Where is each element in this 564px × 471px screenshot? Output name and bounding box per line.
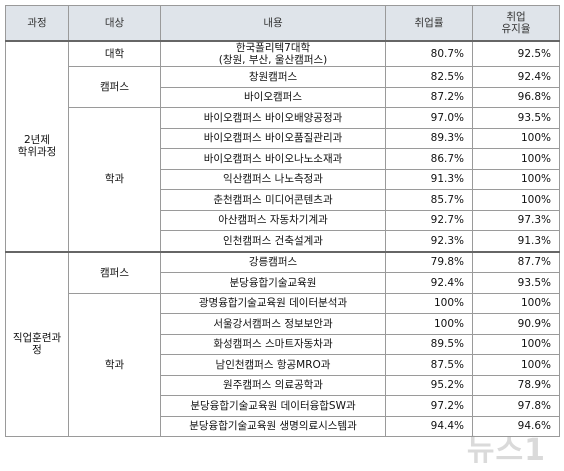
retention-rate: 93.5% bbox=[472, 272, 560, 294]
employment-rate: 100% bbox=[385, 292, 473, 314]
table-row: 화성캠퍼스 스마트자동차과 89.5% 100% bbox=[6, 333, 560, 355]
content-cell: 바이오캠퍼스 바이오배양공정과 bbox=[160, 107, 386, 129]
retention-rate: 94.6% bbox=[472, 415, 560, 437]
watermark: 뉴스1 bbox=[466, 433, 546, 468]
target-cell: 캠퍼스 bbox=[68, 66, 161, 108]
content-cell: 익산캠퍼스 나노측정과 bbox=[160, 168, 386, 190]
retention-rate: 87.7% bbox=[472, 250, 560, 273]
retention-rate: 78.9% bbox=[472, 374, 560, 396]
target-cell: 캠퍼스 bbox=[68, 250, 161, 294]
content-cell: 바이오캠퍼스 바이오품질관리과 bbox=[160, 127, 386, 149]
content-cell: 바이오캠퍼스 바이오나노소재과 bbox=[160, 148, 386, 170]
content-cell: 분당융합기술교육원 생명의료시스템과 bbox=[160, 415, 386, 437]
content-cell: 춘천캠퍼스 미디어콘텐츠과 bbox=[160, 189, 386, 211]
employment-rate: 82.5% bbox=[385, 66, 473, 88]
table-row: 분당융합기술교육원 생명의료시스템과 94.4% 94.6% bbox=[6, 415, 560, 437]
table-row: 아산캠퍼스 자동차기계과 92.7% 97.3% bbox=[6, 209, 560, 231]
employment-rate: 86.7% bbox=[385, 148, 473, 170]
content-cell: 분당융합기술교육원 bbox=[160, 272, 386, 294]
employment-rate: 92.4% bbox=[385, 272, 473, 294]
content-cell: 서울강서캠퍼스 정보보안과 bbox=[160, 313, 386, 335]
content-cell: 인천캠퍼스 건축설계과 bbox=[160, 230, 386, 252]
header-row: 과정 대상 내용 취업률 취업 유지율 bbox=[5, 5, 560, 42]
employment-rate: 89.3% bbox=[385, 127, 473, 149]
table-row: 서울강서캠퍼스 정보보안과 100% 90.9% bbox=[6, 313, 560, 335]
employment-rate: 87.2% bbox=[385, 86, 473, 108]
table-row: 캠퍼스 창원캠퍼스 82.5% 92.4% bbox=[6, 66, 560, 108]
content-cell: 광명융합기술교육원 데이터분석과 bbox=[160, 292, 386, 314]
table-row: 바이오캠퍼스 바이오나노소재과 86.7% 100% bbox=[6, 148, 560, 170]
content-cell: 아산캠퍼스 자동차기계과 bbox=[160, 209, 386, 231]
content-cell: 분당융합기술교육원 데이터융합SW과 bbox=[160, 395, 386, 417]
retention-rate: 92.4% bbox=[472, 66, 560, 88]
table-row: 2년제 학위과정 대학 한국폴리텍7대학 (창원, 부산, 울산캠퍼스) 80.7% 9… bbox=[5, 40, 560, 252]
header-cell: 취업률 bbox=[385, 5, 473, 42]
table-row: 바이오캠퍼스 바이오품질관리과 89.3% 100% bbox=[6, 127, 560, 149]
employment-rate: 85.7% bbox=[385, 189, 473, 211]
employment-rate: 87.5% bbox=[385, 354, 473, 376]
employment-rate: 94.4% bbox=[385, 415, 473, 437]
target-cell: 학과 bbox=[68, 107, 161, 252]
table-row: 직업훈련과 정 캠퍼스 강릉캠퍼스 79.8% 87.7% bbox=[5, 250, 560, 437]
header-cell: 취업 유지율 bbox=[472, 5, 560, 42]
retention-rate: 91.3% bbox=[472, 230, 560, 252]
table-row: 춘천캠퍼스 미디어콘텐츠과 85.7% 100% bbox=[6, 189, 560, 211]
retention-rate: 100% bbox=[472, 168, 560, 190]
retention-rate: 100% bbox=[472, 127, 560, 149]
employment-rate: 95.2% bbox=[385, 374, 473, 396]
header-cell: 과정 bbox=[5, 5, 69, 42]
retention-rate: 93.5% bbox=[472, 107, 560, 129]
retention-rate: 100% bbox=[472, 189, 560, 211]
content-cell: 화성캠퍼스 스마트자동차과 bbox=[160, 333, 386, 355]
retention-rate: 90.9% bbox=[472, 313, 560, 335]
table-row: 인천캠퍼스 건축설계과 92.3% 91.3% bbox=[6, 230, 560, 252]
retention-rate: 96.8% bbox=[472, 86, 560, 108]
retention-rate: 97.8% bbox=[472, 395, 560, 417]
employment-rate: 97.2% bbox=[385, 395, 473, 417]
table-body: 2년제 학위과정 대학 한국폴리텍7대학 (창원, 부산, 울산캠퍼스) 80.7% 9… bbox=[5, 40, 560, 437]
content-cell: 원주캠퍼스 의료공학과 bbox=[160, 374, 386, 396]
table-row: 학과 광명융합기술교육원 데이터분석과 100% 100% bbox=[6, 292, 560, 437]
retention-rate: 100% bbox=[472, 333, 560, 355]
retention-rate: 92.5% bbox=[472, 40, 560, 67]
employment-rate: 91.3% bbox=[385, 168, 473, 190]
employment-table: 과정 대상 내용 취업률 취업 유지율 2년제 학위과정 대학 한국폴리텍7대학 (창원, … bbox=[5, 5, 560, 437]
employment-rate: 89.5% bbox=[385, 333, 473, 355]
table-row: 익산캠퍼스 나노측정과 91.3% 100% bbox=[6, 168, 560, 190]
content-cell: 창원캠퍼스 bbox=[160, 66, 386, 88]
employment-rate: 100% bbox=[385, 313, 473, 335]
retention-rate: 100% bbox=[472, 354, 560, 376]
retention-rate: 97.3% bbox=[472, 209, 560, 231]
header-cell: 내용 bbox=[160, 5, 386, 42]
course-cell: 2년제 학위과정 bbox=[5, 40, 69, 252]
table-row: 바이오캠퍼스 87.2% 96.8% bbox=[6, 86, 560, 108]
content-cell: 한국폴리텍7대학 (창원, 부산, 울산캠퍼스) bbox=[160, 40, 386, 67]
retention-rate: 100% bbox=[472, 292, 560, 314]
employment-rate: 97.0% bbox=[385, 107, 473, 129]
retention-rate: 100% bbox=[472, 148, 560, 170]
table-row: 분당융합기술교육원 92.4% 93.5% bbox=[6, 272, 560, 294]
employment-rate: 92.3% bbox=[385, 230, 473, 252]
target-cell: 학과 bbox=[68, 292, 161, 437]
employment-rate: 79.8% bbox=[385, 250, 473, 273]
target-cell: 대학 bbox=[68, 40, 161, 67]
content-cell: 강릉캠퍼스 bbox=[160, 250, 386, 273]
employment-rate: 80.7% bbox=[385, 40, 473, 67]
table-row: 학과 바이오캠퍼스 바이오배양공정과 97.0% 93.5% bbox=[6, 107, 560, 252]
employment-rate: 92.7% bbox=[385, 209, 473, 231]
content-cell: 남인천캠퍼스 항공MRO과 bbox=[160, 354, 386, 376]
table-row: 분당융합기술교육원 데이터융합SW과 97.2% 97.8% bbox=[6, 395, 560, 417]
content-cell: 바이오캠퍼스 bbox=[160, 86, 386, 108]
course-cell: 직업훈련과 정 bbox=[5, 250, 69, 437]
header-cell: 대상 bbox=[68, 5, 161, 42]
